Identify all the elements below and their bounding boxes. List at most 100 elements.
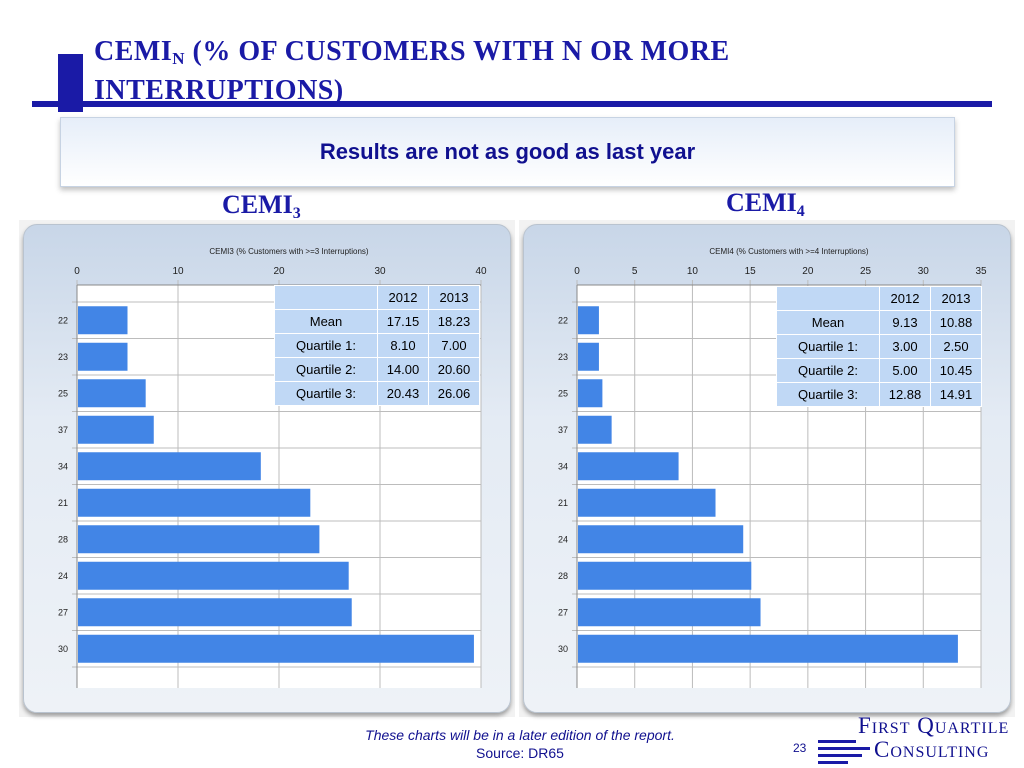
slide-title-main: CEMI: [94, 36, 173, 67]
bar: [78, 634, 474, 663]
logo-stripe: [818, 754, 862, 757]
stats-value-cell: 9.13: [879, 310, 931, 335]
stats-value-cell: 10.45: [930, 358, 982, 383]
chart-heading-main: CEMI: [222, 190, 293, 219]
y-tick-label: 21: [58, 498, 68, 508]
y-tick-label: 37: [558, 425, 568, 435]
y-tick-label: 27: [58, 607, 68, 617]
bar: [78, 342, 128, 371]
stats-row: Mean 17.15 18.23: [274, 309, 480, 334]
bar: [78, 415, 154, 444]
stats-row: Quartile 2: 14.00 20.60: [274, 357, 480, 382]
stats-label-cell: Quartile 1:: [274, 333, 378, 358]
stats-value-cell: 2012: [879, 286, 931, 311]
stats-value-cell: 20.60: [428, 357, 480, 382]
y-tick-label: 22: [58, 315, 68, 325]
title-rule: [32, 101, 992, 107]
stats-value-cell: 2.50: [930, 334, 982, 359]
company-logo: First Quartile Consulting: [818, 713, 1024, 768]
stats-label-cell: Mean: [274, 309, 378, 334]
x-tick-label: 5: [632, 266, 638, 277]
slide-title: CEMIN (% of Customers with N or More Int…: [94, 36, 974, 107]
chart-title: CEMI4 (% Customers with >=4 Interruption…: [709, 247, 869, 256]
cemi3-stats-table: 2012 2013 Mean 17.15 18.23 Quartile 1: 8.10 7.0…: [274, 285, 480, 406]
cemi3-bar-chart: CEMI3 (% Customers with >=3 Interruption…: [58, 247, 487, 688]
y-tick-label: 24: [558, 534, 568, 544]
footer-source: Source: DR65: [476, 745, 564, 761]
bar: [578, 634, 958, 663]
y-tick-label: 30: [558, 644, 568, 654]
stats-label-cell: Quartile 2:: [776, 358, 880, 383]
logo-stripe: [818, 761, 848, 764]
stats-row: Quartile 1: 3.00 2.50: [776, 334, 982, 359]
stats-value-cell: 3.00: [879, 334, 931, 359]
cemi4-stats-table: 2012 2013 Mean 9.13 10.88 Quartile 1: 3.00 2.50…: [776, 286, 982, 407]
bar: [578, 598, 761, 627]
y-tick-label: 28: [558, 571, 568, 581]
y-tick-label: 22: [558, 315, 568, 325]
bar: [578, 379, 603, 408]
x-tick-label: 30: [374, 266, 386, 277]
stats-label-cell: Quartile 1:: [776, 334, 880, 359]
x-tick-label: 20: [802, 266, 814, 277]
stats-value-cell: 2012: [377, 285, 429, 310]
chart-heading-cemi4: CEMI4: [726, 188, 805, 221]
bar: [78, 452, 261, 481]
stats-value-cell: 20.43: [377, 381, 429, 406]
slide-title-rest: (% of Customers with N or More Interrupt…: [94, 36, 730, 106]
bar: [578, 525, 744, 554]
y-tick-label: 28: [58, 534, 68, 544]
bar: [578, 342, 599, 371]
bar: [78, 488, 311, 517]
bar: [78, 306, 128, 335]
y-tick-label: 21: [558, 498, 568, 508]
logo-text-first-quartile: First Quartile: [858, 713, 1010, 738]
stats-value-cell: 10.88: [930, 310, 982, 335]
stats-label-cell: [776, 286, 880, 311]
page-number: 23: [793, 741, 807, 755]
stats-row: Quartile 1: 8.10 7.00: [274, 333, 480, 358]
chart-heading-cemi3: CEMI3: [222, 190, 301, 223]
stats-value-cell: 18.23: [428, 309, 480, 334]
bar: [578, 306, 599, 335]
y-tick-label: 27: [558, 607, 568, 617]
stats-value-cell: 14.00: [377, 357, 429, 382]
x-tick-label: 35: [975, 266, 987, 277]
y-tick-label: 25: [58, 388, 68, 398]
stats-value-cell: 2013: [930, 286, 982, 311]
stats-label-cell: Quartile 2:: [274, 357, 378, 382]
stats-label-cell: Mean: [776, 310, 880, 335]
y-tick-label: 23: [558, 352, 568, 362]
chart-heading-subscript: 4: [796, 203, 805, 220]
x-tick-label: 20: [273, 266, 285, 277]
y-tick-label: 25: [558, 388, 568, 398]
stats-row: 2012 2013: [776, 286, 982, 311]
stats-value-cell: 7.00: [428, 333, 480, 358]
stats-label-cell: [274, 285, 378, 310]
footer-note: These charts will be in a later edition …: [365, 727, 675, 743]
stats-label-cell: Quartile 3:: [776, 382, 880, 407]
logo-stripe: [818, 747, 870, 750]
bar: [578, 488, 716, 517]
x-tick-label: 15: [745, 266, 757, 277]
x-tick-label: 0: [74, 266, 80, 277]
bar: [78, 598, 352, 627]
chart-heading-main: CEMI: [726, 188, 797, 217]
stats-value-cell: 14.91: [930, 382, 982, 407]
stats-value-cell: 2013: [428, 285, 480, 310]
x-tick-label: 10: [172, 266, 184, 277]
stats-value-cell: 17.15: [377, 309, 429, 334]
logo-stripe: [818, 740, 856, 743]
stats-label-cell: Quartile 3:: [274, 381, 378, 406]
y-tick-label: 37: [58, 425, 68, 435]
bar: [578, 415, 612, 444]
x-tick-label: 40: [475, 266, 487, 277]
x-tick-label: 25: [860, 266, 872, 277]
slide-title-subscript: N: [172, 49, 186, 68]
stats-row: Quartile 3: 20.43 26.06: [274, 381, 480, 406]
stats-row: Quartile 3: 12.88 14.91: [776, 382, 982, 407]
chart-title: CEMI3 (% Customers with >=3 Interruption…: [209, 247, 369, 256]
results-banner: Results are not as good as last year: [60, 117, 955, 187]
chart-panel-cemi3: CEMI3 (% Customers with >=3 Interruption…: [19, 220, 515, 717]
x-tick-label: 0: [574, 266, 580, 277]
